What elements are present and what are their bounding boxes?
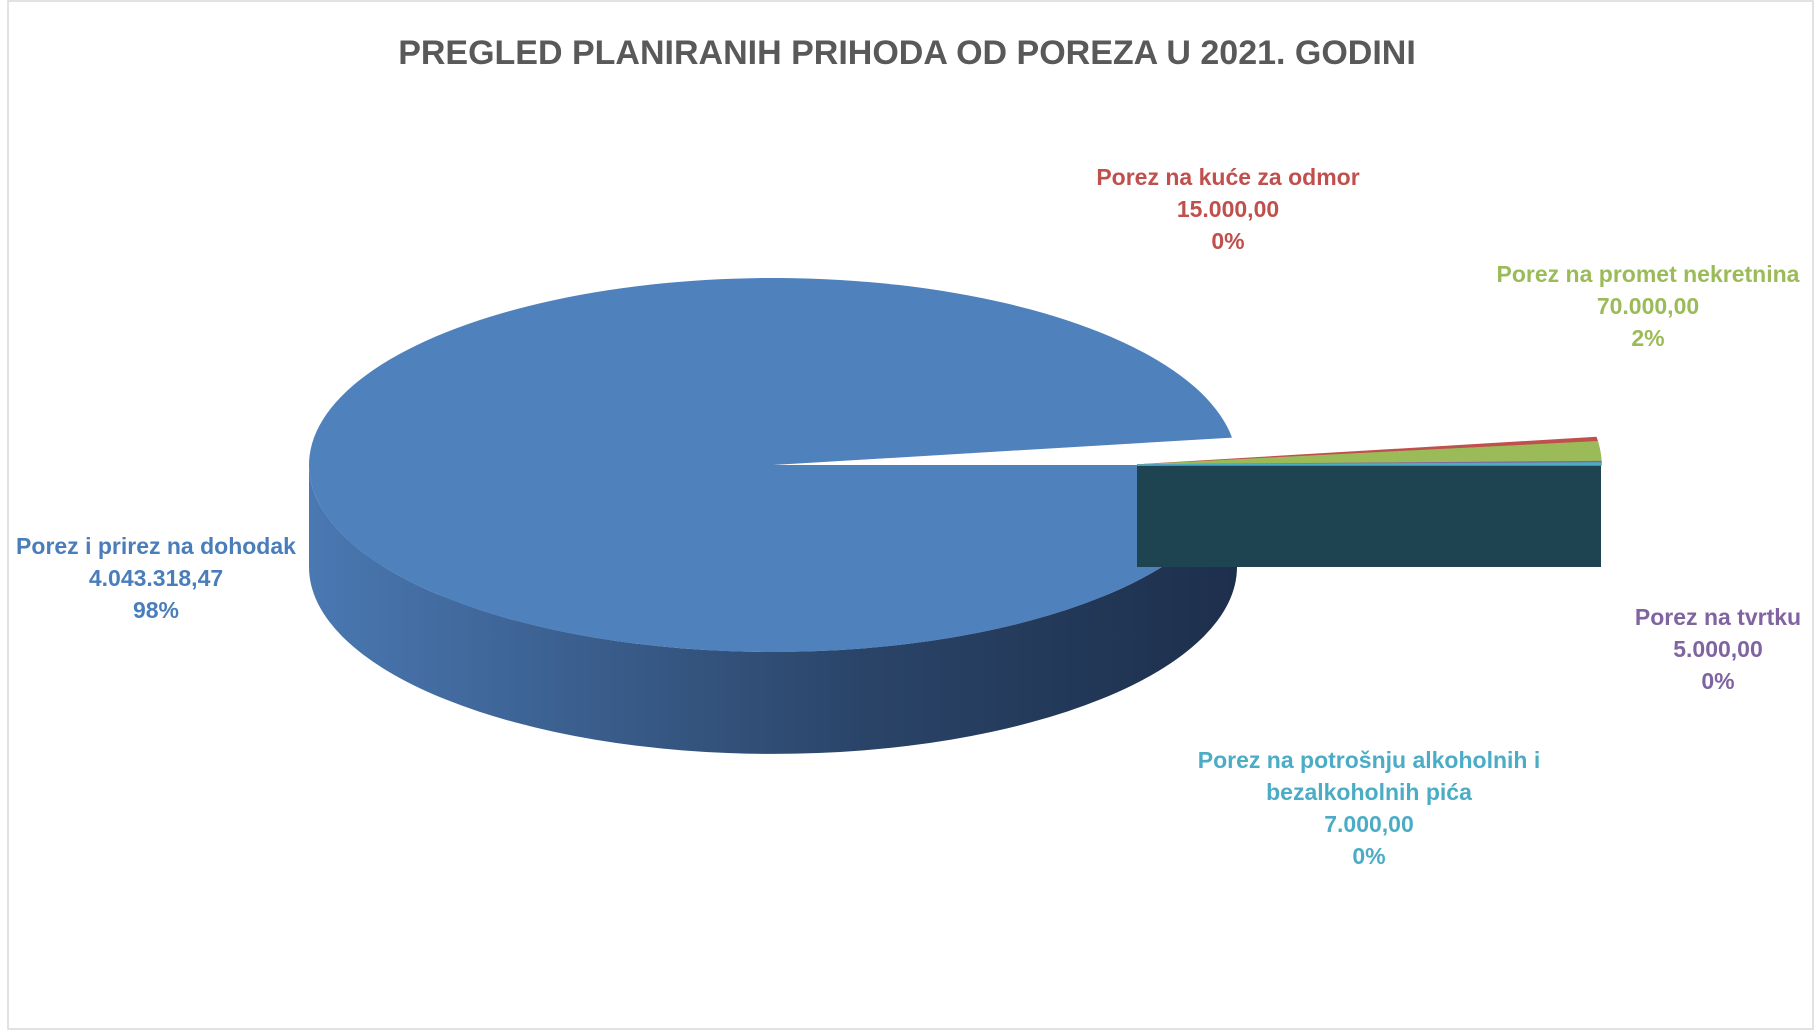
data-label: Porez na tvrtku 5.000,00 0% <box>1635 601 1801 697</box>
label-percent: 0% <box>1701 668 1735 694</box>
data-label: Porez na kuće za odmor 15.000,00 0% <box>1096 161 1359 257</box>
label-category: Porez i prirez na dohodak <box>16 533 296 559</box>
label-category: Porez na tvrtku <box>1634 604 1802 630</box>
label-category: Porez na potrošnju alkoholnih i bezalkoh… <box>1197 747 1541 805</box>
label-percent: 2% <box>1631 325 1665 351</box>
label-percent: 0% <box>1211 228 1245 254</box>
label-percent: 0% <box>1352 843 1386 869</box>
data-label: Porez na potrošnju alkoholnih i bezalkoh… <box>1169 744 1569 872</box>
label-percent: 98% <box>132 597 180 623</box>
data-label: Porez i prirez na dohodak 4.043.318,47 98% <box>16 530 296 626</box>
slice-wall <box>1137 465 1601 567</box>
chart-border <box>7 0 1814 1030</box>
label-category: Porez na kuće za odmor <box>1096 164 1360 190</box>
label-value: 7.000,00 <box>1324 811 1414 837</box>
data-label: Porez na promet nekretnina 70.000,00 2% <box>1497 258 1800 354</box>
label-value: 15.000,00 <box>1176 196 1280 222</box>
chart-title: PREGLED PLANIRANIH PRIHODA OD POREZA U 2… <box>398 34 1416 72</box>
label-value: 4.043.318,47 <box>88 565 224 591</box>
label-value: 5.000,00 <box>1673 636 1763 662</box>
slice-side <box>309 465 1237 754</box>
slice <box>308 278 1237 653</box>
slice <box>1136 462 1602 466</box>
label-category: Porez na promet nekretnina <box>1496 261 1800 287</box>
label-value: 70.000,00 <box>1596 293 1700 319</box>
